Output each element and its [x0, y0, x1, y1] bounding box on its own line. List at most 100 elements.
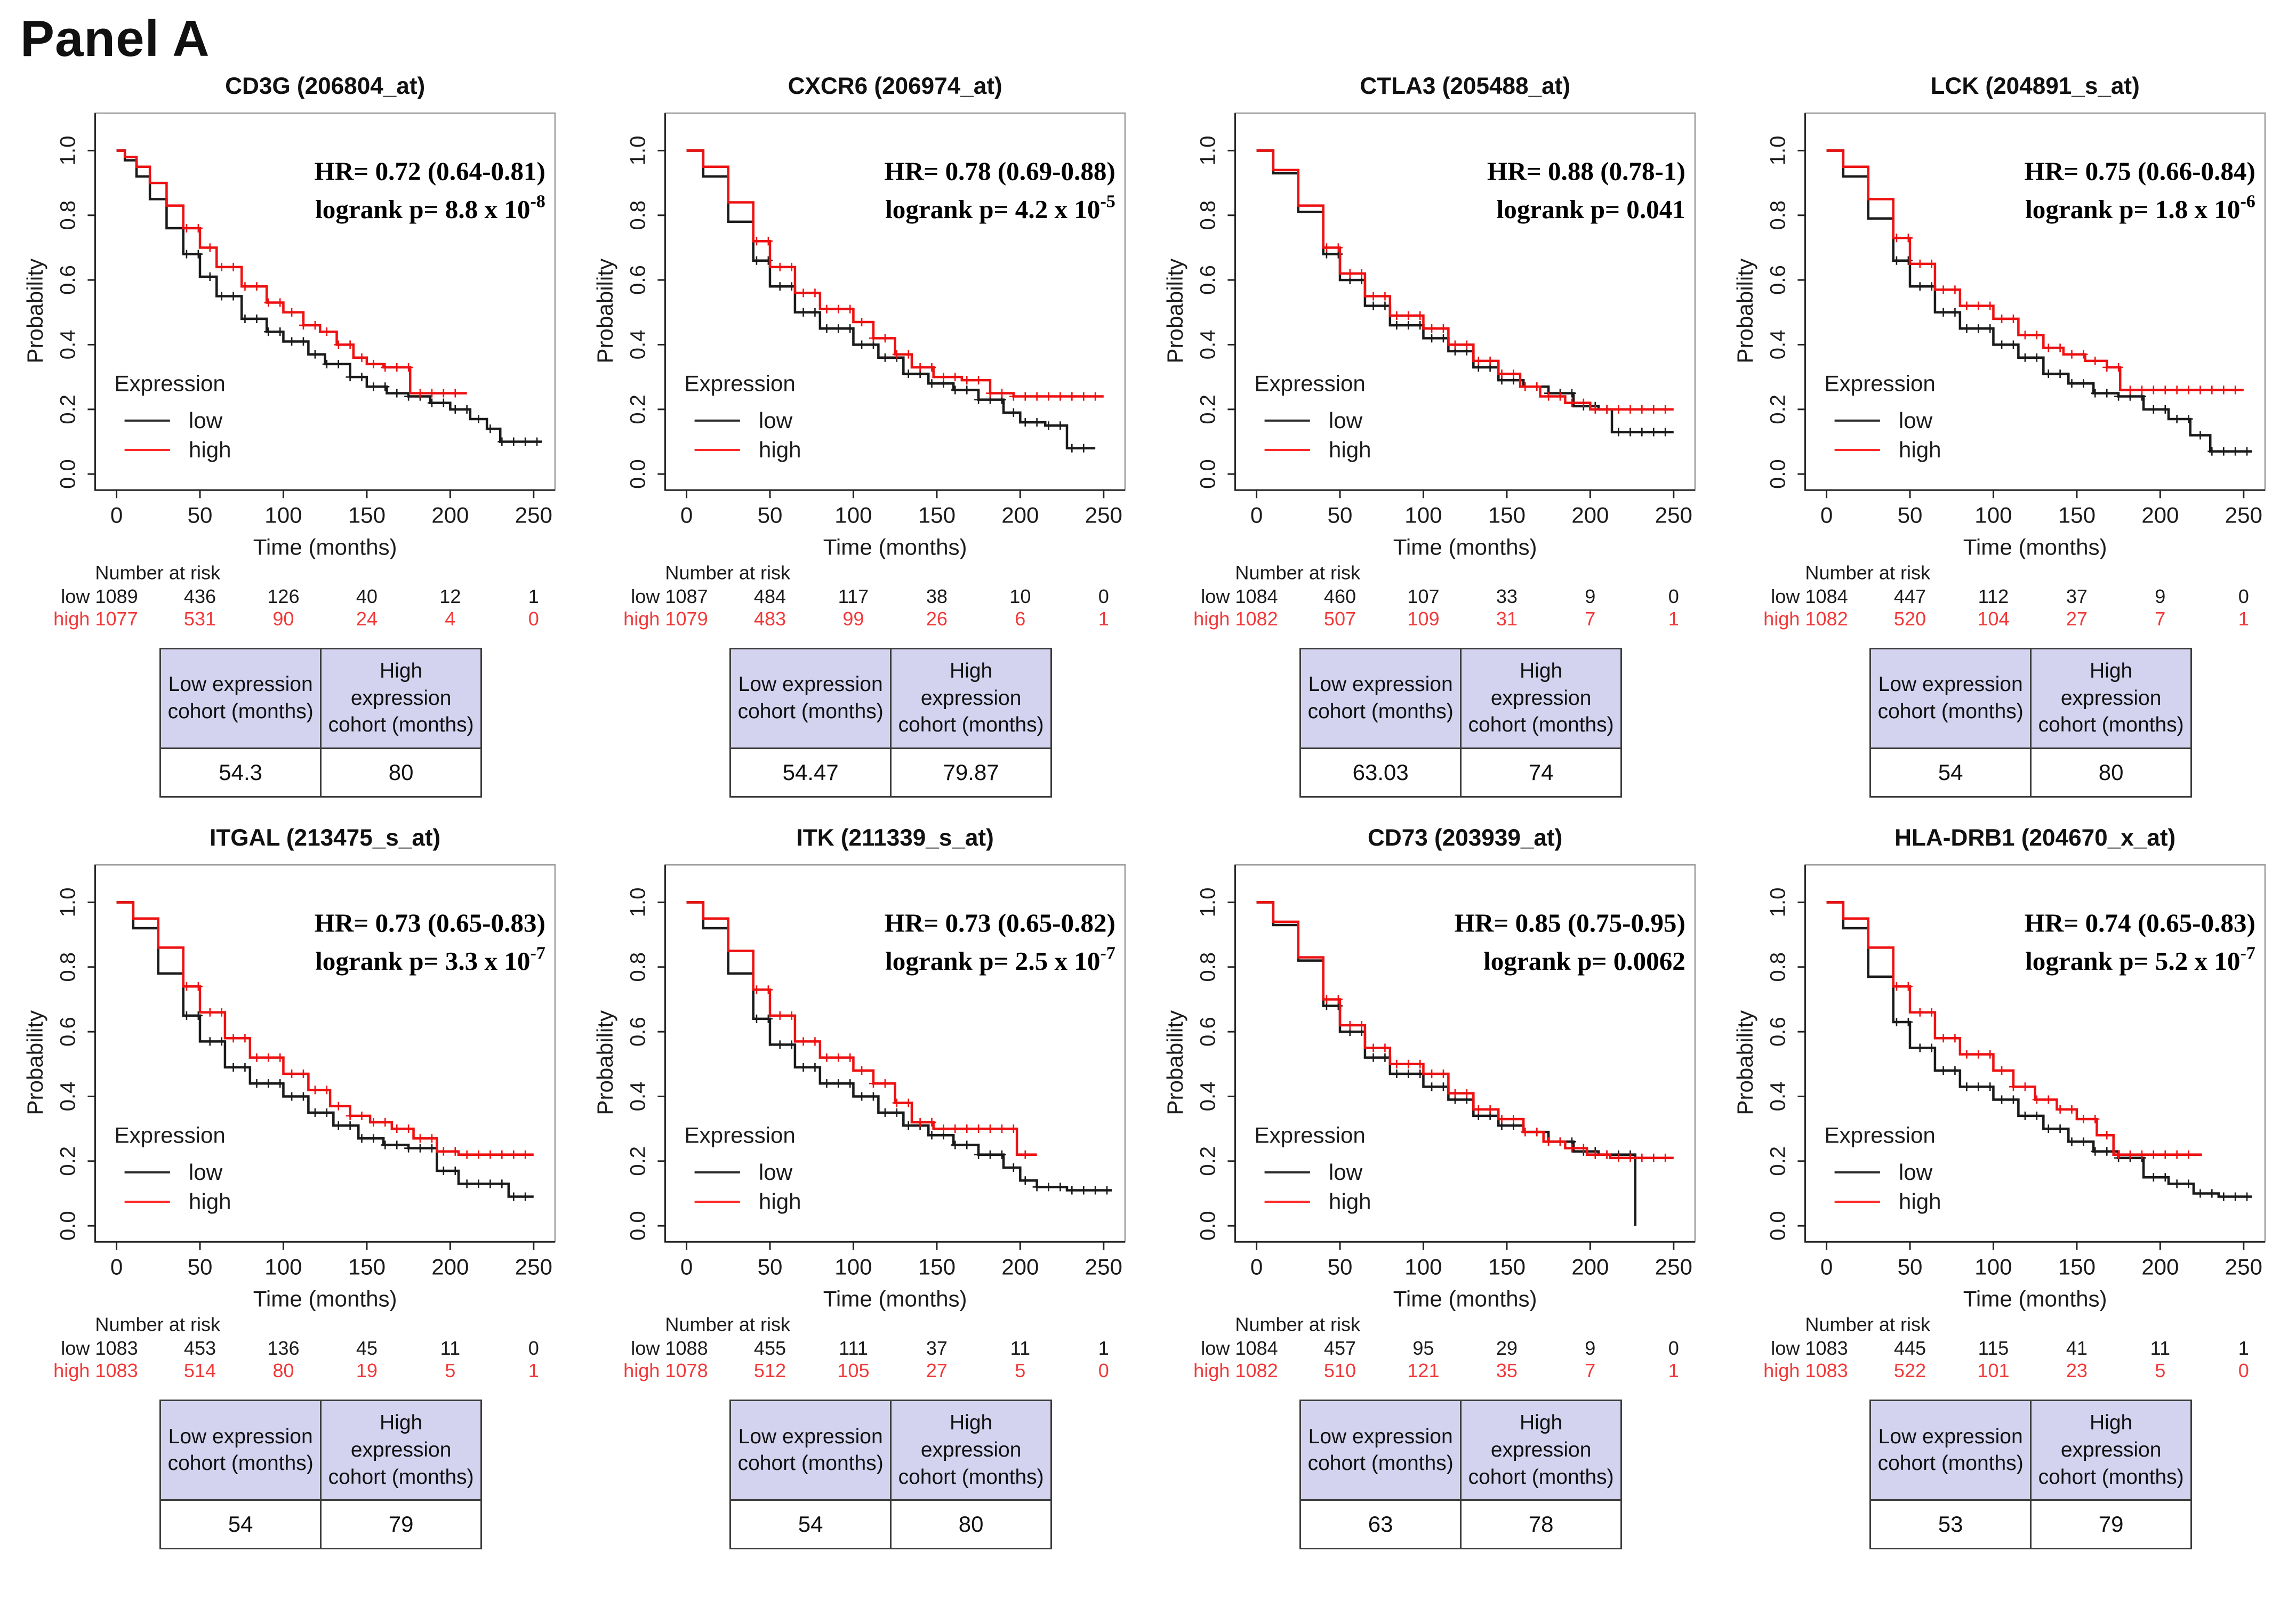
risk-value-high: 510: [1324, 1360, 1356, 1381]
legend-label-high: high: [1899, 1189, 1941, 1214]
y-tick-label: 0.8: [56, 200, 79, 230]
y-tick-label: 0.6: [1196, 265, 1219, 295]
legend-label-high: high: [1899, 437, 1941, 462]
cohort-low-header: Low expression cohort (months): [729, 1400, 892, 1501]
survival-curve-low: [1826, 901, 2252, 1198]
hr-annotation: HR= 0.88 (0.78-1): [1487, 157, 1685, 186]
x-axis-label: Time (months): [1393, 535, 1537, 560]
x-tick-label: 0: [110, 502, 123, 527]
risk-value-low: 0: [528, 1337, 539, 1359]
cohort-median-table: Low expression cohort (months) High expre…: [729, 1400, 1053, 1550]
risk-value-high: 80: [272, 1360, 294, 1381]
risk-value-low: 117: [838, 585, 869, 607]
x-tick-label: 250: [2225, 1255, 2262, 1280]
survival-curve-high: [686, 149, 1104, 398]
cohort-low-value: 54.47: [729, 747, 892, 798]
legend-label-low: low: [759, 1160, 793, 1185]
cohort-low-value: 54: [159, 1499, 322, 1550]
cohort-median-table: Low expression cohort (months) High expre…: [1299, 1400, 1623, 1550]
x-tick-label: 200: [431, 502, 469, 527]
x-tick-label: 200: [1001, 1255, 1039, 1280]
y-tick-label: 0.0: [1766, 1211, 1789, 1241]
x-tick-label: 250: [2225, 502, 2262, 527]
risk-value-high: 1: [1668, 1360, 1679, 1381]
km-card: CTLA3 (205488_at) 0.0 0.2 0.4 0.6 0.8 1.0 Proba…: [1155, 70, 1711, 798]
censor-marks-high: [182, 982, 530, 1159]
x-tick-label: 50: [188, 502, 213, 527]
hr-annotation: HR= 0.85 (0.75-0.95): [1455, 908, 1685, 938]
risk-value-high: 0: [2238, 1360, 2249, 1381]
number-at-risk-header: Number at risk: [1805, 1314, 1931, 1336]
hr-annotation: HR= 0.72 (0.64-0.81): [315, 157, 545, 186]
risk-value-low: 45: [356, 1337, 378, 1359]
cohort-median-table: Low expression cohort (months) High expre…: [159, 648, 483, 798]
x-tick-label: 50: [1898, 1255, 1923, 1280]
x-tick-label: 200: [431, 1255, 469, 1280]
legend-label-low: low: [1899, 1160, 1933, 1185]
risk-value-low: 40: [356, 585, 378, 607]
risk-value-high: 7: [1585, 608, 1595, 630]
x-tick-label: 150: [918, 1255, 956, 1280]
risk-value-high: 522: [1894, 1360, 1926, 1381]
risk-value-low: 1: [1098, 1337, 1109, 1359]
hr-annotation: HR= 0.73 (0.65-0.83): [315, 908, 545, 938]
x-tick-label: 250: [515, 1255, 552, 1280]
legend-title: Expression: [685, 1123, 796, 1148]
risk-value-low: 136: [267, 1337, 299, 1359]
hr-annotation: HR= 0.78 (0.69-0.88): [885, 157, 1115, 186]
x-tick-label: 200: [1001, 502, 1039, 527]
x-axis-label: Time (months): [1963, 535, 2107, 560]
km-plot-svg: ITK (211339_s_at) 0.0 0.2 0.4 0.6 0.8 1.0 Proba…: [592, 825, 1126, 1381]
risk-value-high: 1079: [665, 608, 708, 630]
risk-value-low: 12: [439, 585, 461, 607]
cohort-low-header: Low expression cohort (months): [1869, 1400, 2032, 1501]
x-tick-label: 0: [1250, 502, 1263, 527]
risk-value-high: 512: [754, 1360, 786, 1381]
risk-value-high: 109: [1407, 608, 1439, 630]
risk-value-high: 531: [184, 608, 216, 630]
x-axis-label: Time (months): [253, 535, 397, 560]
x-tick-label: 0: [680, 1255, 693, 1280]
risk-value-high: 1077: [95, 608, 138, 630]
risk-value-high: 507: [1324, 608, 1356, 630]
risk-value-high: 101: [1977, 1360, 2009, 1381]
cohort-high-value: 79.87: [890, 747, 1053, 798]
risk-value-high: 483: [754, 608, 786, 630]
censor-marks-high: [1892, 234, 2240, 395]
censor-marks-high: [752, 237, 1100, 401]
x-tick-label: 250: [1655, 502, 1692, 527]
y-tick-label: 0.4: [626, 1082, 649, 1112]
risk-value-low: 1089: [95, 585, 138, 607]
axis-lines: [664, 865, 1125, 1243]
survival-curve-high: [1256, 901, 1674, 1160]
cohort-high-value: 78: [1460, 1499, 1623, 1550]
legend-title: Expression: [115, 371, 226, 396]
risk-value-low: 10: [1009, 585, 1031, 607]
censor-marks-low: [1322, 1001, 1635, 1159]
risk-row-label-high: high: [1763, 1360, 1800, 1381]
y-tick-label: 1.0: [56, 136, 79, 166]
number-at-risk-header: Number at risk: [95, 1314, 221, 1336]
y-tick-label: 0.0: [1196, 459, 1219, 489]
x-tick-label: 100: [264, 1255, 302, 1280]
risk-row-label-low: low: [1201, 585, 1230, 607]
risk-value-high: 5: [2155, 1360, 2165, 1381]
logrank-annotation: logrank p= 5.2 x 10-7: [2025, 944, 2255, 976]
x-tick-label: 50: [758, 1255, 783, 1280]
legend-title: Expression: [115, 1123, 226, 1148]
risk-value-high: 1082: [1235, 1360, 1278, 1381]
risk-value-low: 0: [2238, 585, 2249, 607]
risk-value-low: 0: [1098, 585, 1109, 607]
y-tick-label: 0.6: [1766, 1017, 1789, 1047]
legend-label-high: high: [759, 1189, 801, 1214]
risk-value-high: 1: [528, 1360, 539, 1381]
logrank-annotation: logrank p= 3.3 x 10-7: [315, 944, 545, 976]
logrank-exponent: -8: [530, 192, 545, 212]
risk-value-low: 1088: [665, 1337, 708, 1359]
x-axis-label: Time (months): [1393, 1287, 1537, 1312]
y-tick-label: 0.2: [56, 1146, 79, 1176]
cohort-low-header: Low expression cohort (months): [729, 648, 892, 750]
chart-title: CTLA3 (205488_at): [1360, 73, 1570, 99]
risk-row-label-low: low: [61, 1337, 90, 1359]
x-tick-label: 200: [2141, 1255, 2179, 1280]
